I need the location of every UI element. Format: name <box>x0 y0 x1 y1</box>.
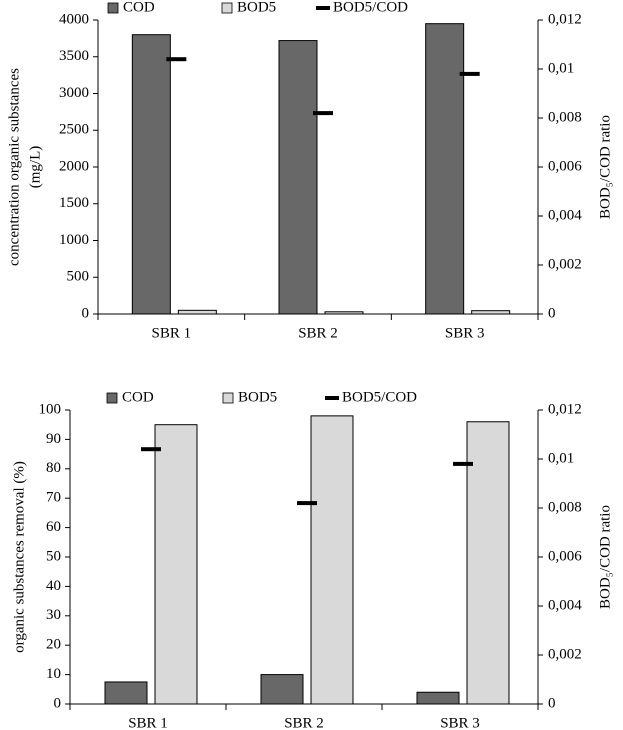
legend-swatch <box>107 2 119 14</box>
y2-axis-label: BOD₅/COD ratio <box>597 115 613 219</box>
y2-tick-label: 0,004 <box>548 597 582 613</box>
ratio-marker <box>166 57 187 62</box>
x-tick-label: SBR 2 <box>298 325 338 341</box>
y-tick-label: 3000 <box>59 85 89 101</box>
y-tick-label: 70 <box>46 490 61 506</box>
y2-tick-label: 0,002 <box>548 646 582 662</box>
y2-axis-label: BOD₅/COD ratio <box>597 505 613 609</box>
y2-tick-label: 0,01 <box>548 60 574 76</box>
y2-tick-label: 0,01 <box>548 450 574 466</box>
y-axis-label: organic substances removal (%) <box>11 461 27 653</box>
x-tick-label: SBR 1 <box>152 325 192 341</box>
y-tick-label: 80 <box>46 460 61 476</box>
ratio-marker <box>453 461 473 466</box>
bar <box>324 311 364 315</box>
bar <box>104 681 148 705</box>
y-tick-label: 10 <box>46 666 61 682</box>
legend-marker <box>316 6 330 10</box>
legend-label: BOD5 <box>237 0 276 15</box>
y2-tick-label: 0,008 <box>548 499 582 515</box>
y2-tick-label: 0,002 <box>548 256 582 272</box>
legend-swatch <box>221 2 233 14</box>
y-tick-label: 100 <box>39 401 62 417</box>
x-tick-label: SBR 3 <box>445 325 485 341</box>
bar <box>154 424 198 705</box>
y-tick-label: 1000 <box>59 232 89 248</box>
legend-label: BOD5 <box>238 389 277 405</box>
y-tick-label: 90 <box>46 431 61 447</box>
y2-tick-label: 0,006 <box>548 548 582 564</box>
legend-label: BOD5/COD <box>342 389 417 405</box>
x-tick-label: SBR 2 <box>284 715 324 730</box>
y-tick-label: 2000 <box>59 158 89 174</box>
y2-tick-label: 0 <box>548 305 556 321</box>
y2-tick-label: 0,012 <box>548 11 582 27</box>
y-tick-label: 30 <box>46 607 61 623</box>
y-tick-label: 4000 <box>59 11 89 27</box>
y-tick-label: 0 <box>54 695 62 711</box>
legend-swatch <box>222 392 234 404</box>
legend-swatch <box>106 392 118 404</box>
bar <box>310 415 354 705</box>
x-tick-label: SBR 1 <box>128 715 168 730</box>
legend-label: COD <box>122 389 154 405</box>
y-tick-label: 0 <box>82 305 90 321</box>
bar <box>177 309 217 315</box>
bar <box>416 691 460 705</box>
legend-label: BOD5/COD <box>333 0 408 15</box>
y-tick-label: 2500 <box>59 122 89 138</box>
y-axis-label: (mg/L) <box>27 146 43 189</box>
y-tick-label: 60 <box>46 519 61 535</box>
ratio-marker <box>313 111 333 116</box>
y2-tick-label: 0,008 <box>548 109 582 125</box>
y-tick-label: 500 <box>67 269 90 285</box>
y2-tick-label: 0,006 <box>548 158 582 174</box>
y-tick-label: 50 <box>46 548 61 564</box>
bar <box>471 310 511 315</box>
legend-marker <box>325 396 339 400</box>
bar <box>260 674 304 705</box>
ratio-marker <box>459 71 480 76</box>
bar <box>466 421 510 705</box>
y-tick-label: 1500 <box>59 195 89 211</box>
y-axis-label: concentration organic substances <box>6 68 22 266</box>
y2-tick-label: 0,004 <box>548 207 582 223</box>
bar <box>131 34 171 315</box>
y-tick-label: 3500 <box>59 48 89 64</box>
y-tick-label: 40 <box>46 578 61 594</box>
legend-label: COD <box>123 0 155 15</box>
bar <box>425 23 465 315</box>
ratio-marker <box>297 501 317 506</box>
y-tick-label: 20 <box>46 637 61 653</box>
y2-tick-label: 0 <box>548 695 556 711</box>
x-tick-label: SBR 3 <box>440 715 480 730</box>
y2-tick-label: 0,012 <box>548 401 582 417</box>
bar <box>278 40 318 315</box>
ratio-marker <box>141 447 161 452</box>
